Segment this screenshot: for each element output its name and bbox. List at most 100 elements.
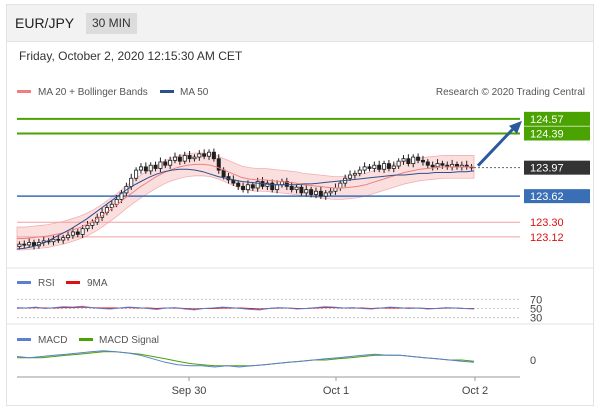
candle-body — [289, 185, 294, 191]
candle-body — [168, 159, 173, 166]
x-tick-label: Oct 1 — [323, 385, 349, 397]
candle-body — [309, 189, 314, 195]
candle-body — [17, 243, 22, 248]
candle-body — [202, 153, 207, 157]
instrument-label: EUR/JPY — [15, 15, 75, 31]
candle-body — [411, 156, 416, 164]
candle-body — [192, 156, 197, 160]
candle-body — [294, 186, 299, 191]
candle-body — [372, 164, 377, 169]
candle-body — [61, 237, 66, 241]
candle-body — [352, 172, 357, 176]
rsi-swatch — [17, 281, 31, 284]
candle-body — [187, 155, 192, 160]
candle-body — [323, 192, 328, 197]
candle-body — [250, 184, 255, 189]
candle-body — [70, 231, 75, 236]
candle-body — [66, 234, 71, 239]
candle-body — [143, 166, 148, 172]
candle-body — [382, 163, 387, 170]
candle-body — [241, 185, 246, 191]
forecast-arrow-shaft — [476, 125, 517, 167]
rsi-tick-label: 50 — [530, 304, 542, 316]
ma20-swatch — [17, 90, 31, 93]
candle-body — [221, 169, 226, 178]
candle-body — [362, 166, 367, 171]
candle-body — [216, 158, 221, 171]
candle-body — [357, 169, 362, 174]
chart-header: EUR/JPY 30 MIN — [7, 5, 593, 42]
candle-body — [377, 164, 382, 170]
candle-body — [275, 184, 280, 191]
level-tag-124.57 — [524, 111, 590, 126]
candle-body — [386, 163, 391, 169]
macd-swatch — [17, 338, 31, 341]
candle-body — [114, 199, 119, 205]
ma50-line — [16, 168, 475, 250]
candle-body — [173, 156, 178, 161]
candle-body — [80, 228, 85, 235]
candle-body — [163, 161, 168, 166]
rsi-tick-label: 70 — [530, 294, 542, 306]
level-tag-123.97 — [524, 160, 590, 175]
candle-body — [391, 165, 396, 169]
candle-body — [440, 163, 445, 166]
macd-line — [16, 350, 475, 368]
candle-body — [430, 164, 435, 168]
macd-legend: MACD MACD Signal — [17, 335, 159, 346]
legend-rsi: RSI — [38, 278, 55, 289]
level-label-124.57: 124.57 — [530, 114, 564, 126]
candle-body — [401, 158, 406, 162]
timeframe-badge[interactable]: 30 MIN — [86, 13, 137, 34]
candle-body — [51, 238, 56, 243]
x-tick-label: Oct 2 — [462, 385, 488, 397]
rsi-line — [16, 305, 475, 311]
research-credit: Research © 2020 Trading Central — [436, 87, 585, 98]
timestamp: Friday, October 2, 2020 12:15:30 AM CET — [19, 49, 243, 63]
candle-body — [425, 161, 430, 166]
candle-body — [182, 155, 187, 162]
candle-body — [313, 190, 318, 195]
candle-body — [109, 203, 114, 208]
candle-body — [435, 163, 440, 168]
candle-body — [85, 225, 90, 230]
level-label-124.39: 124.39 — [530, 128, 564, 140]
legend-9ma: 9MA — [87, 278, 108, 289]
moving-averages — [16, 163, 475, 250]
candle-body — [348, 174, 353, 179]
ma9-swatch — [66, 281, 80, 284]
candle-body — [328, 190, 333, 194]
main-legend: MA 20 + Bollinger Bands MA 50 Research ©… — [17, 87, 585, 98]
candle-body — [177, 156, 182, 162]
candle-body — [207, 151, 212, 157]
candle-body — [75, 231, 80, 235]
level-label-123.97: 123.97 — [530, 163, 564, 175]
macd-panel: 0 — [16, 350, 536, 368]
candle-body — [245, 184, 250, 191]
candle-body — [134, 169, 139, 179]
candle-body — [211, 151, 216, 160]
ma50-swatch — [160, 90, 174, 93]
candle-body — [153, 164, 158, 169]
candle-body — [197, 153, 202, 158]
candle-body — [22, 243, 27, 246]
candle-body — [56, 238, 61, 241]
candle-body — [406, 158, 411, 164]
level-tag-124.39 — [524, 126, 590, 141]
candle-body — [304, 189, 309, 194]
candle-body — [148, 164, 153, 172]
level-label-123.30: 123.30 — [530, 217, 564, 229]
candle-body — [420, 159, 425, 163]
legend-ma20: MA 20 + Bollinger Bands — [38, 87, 148, 98]
level-label-123.12: 123.12 — [530, 232, 564, 244]
candle-body — [270, 182, 275, 191]
candle-body — [338, 182, 343, 189]
macd-tick-label: 0 — [530, 355, 536, 367]
price-levels — [17, 117, 520, 238]
candle-body — [27, 242, 32, 246]
candle-body — [318, 190, 323, 197]
candle-body — [158, 161, 163, 169]
level-tag-123.62 — [524, 189, 590, 204]
